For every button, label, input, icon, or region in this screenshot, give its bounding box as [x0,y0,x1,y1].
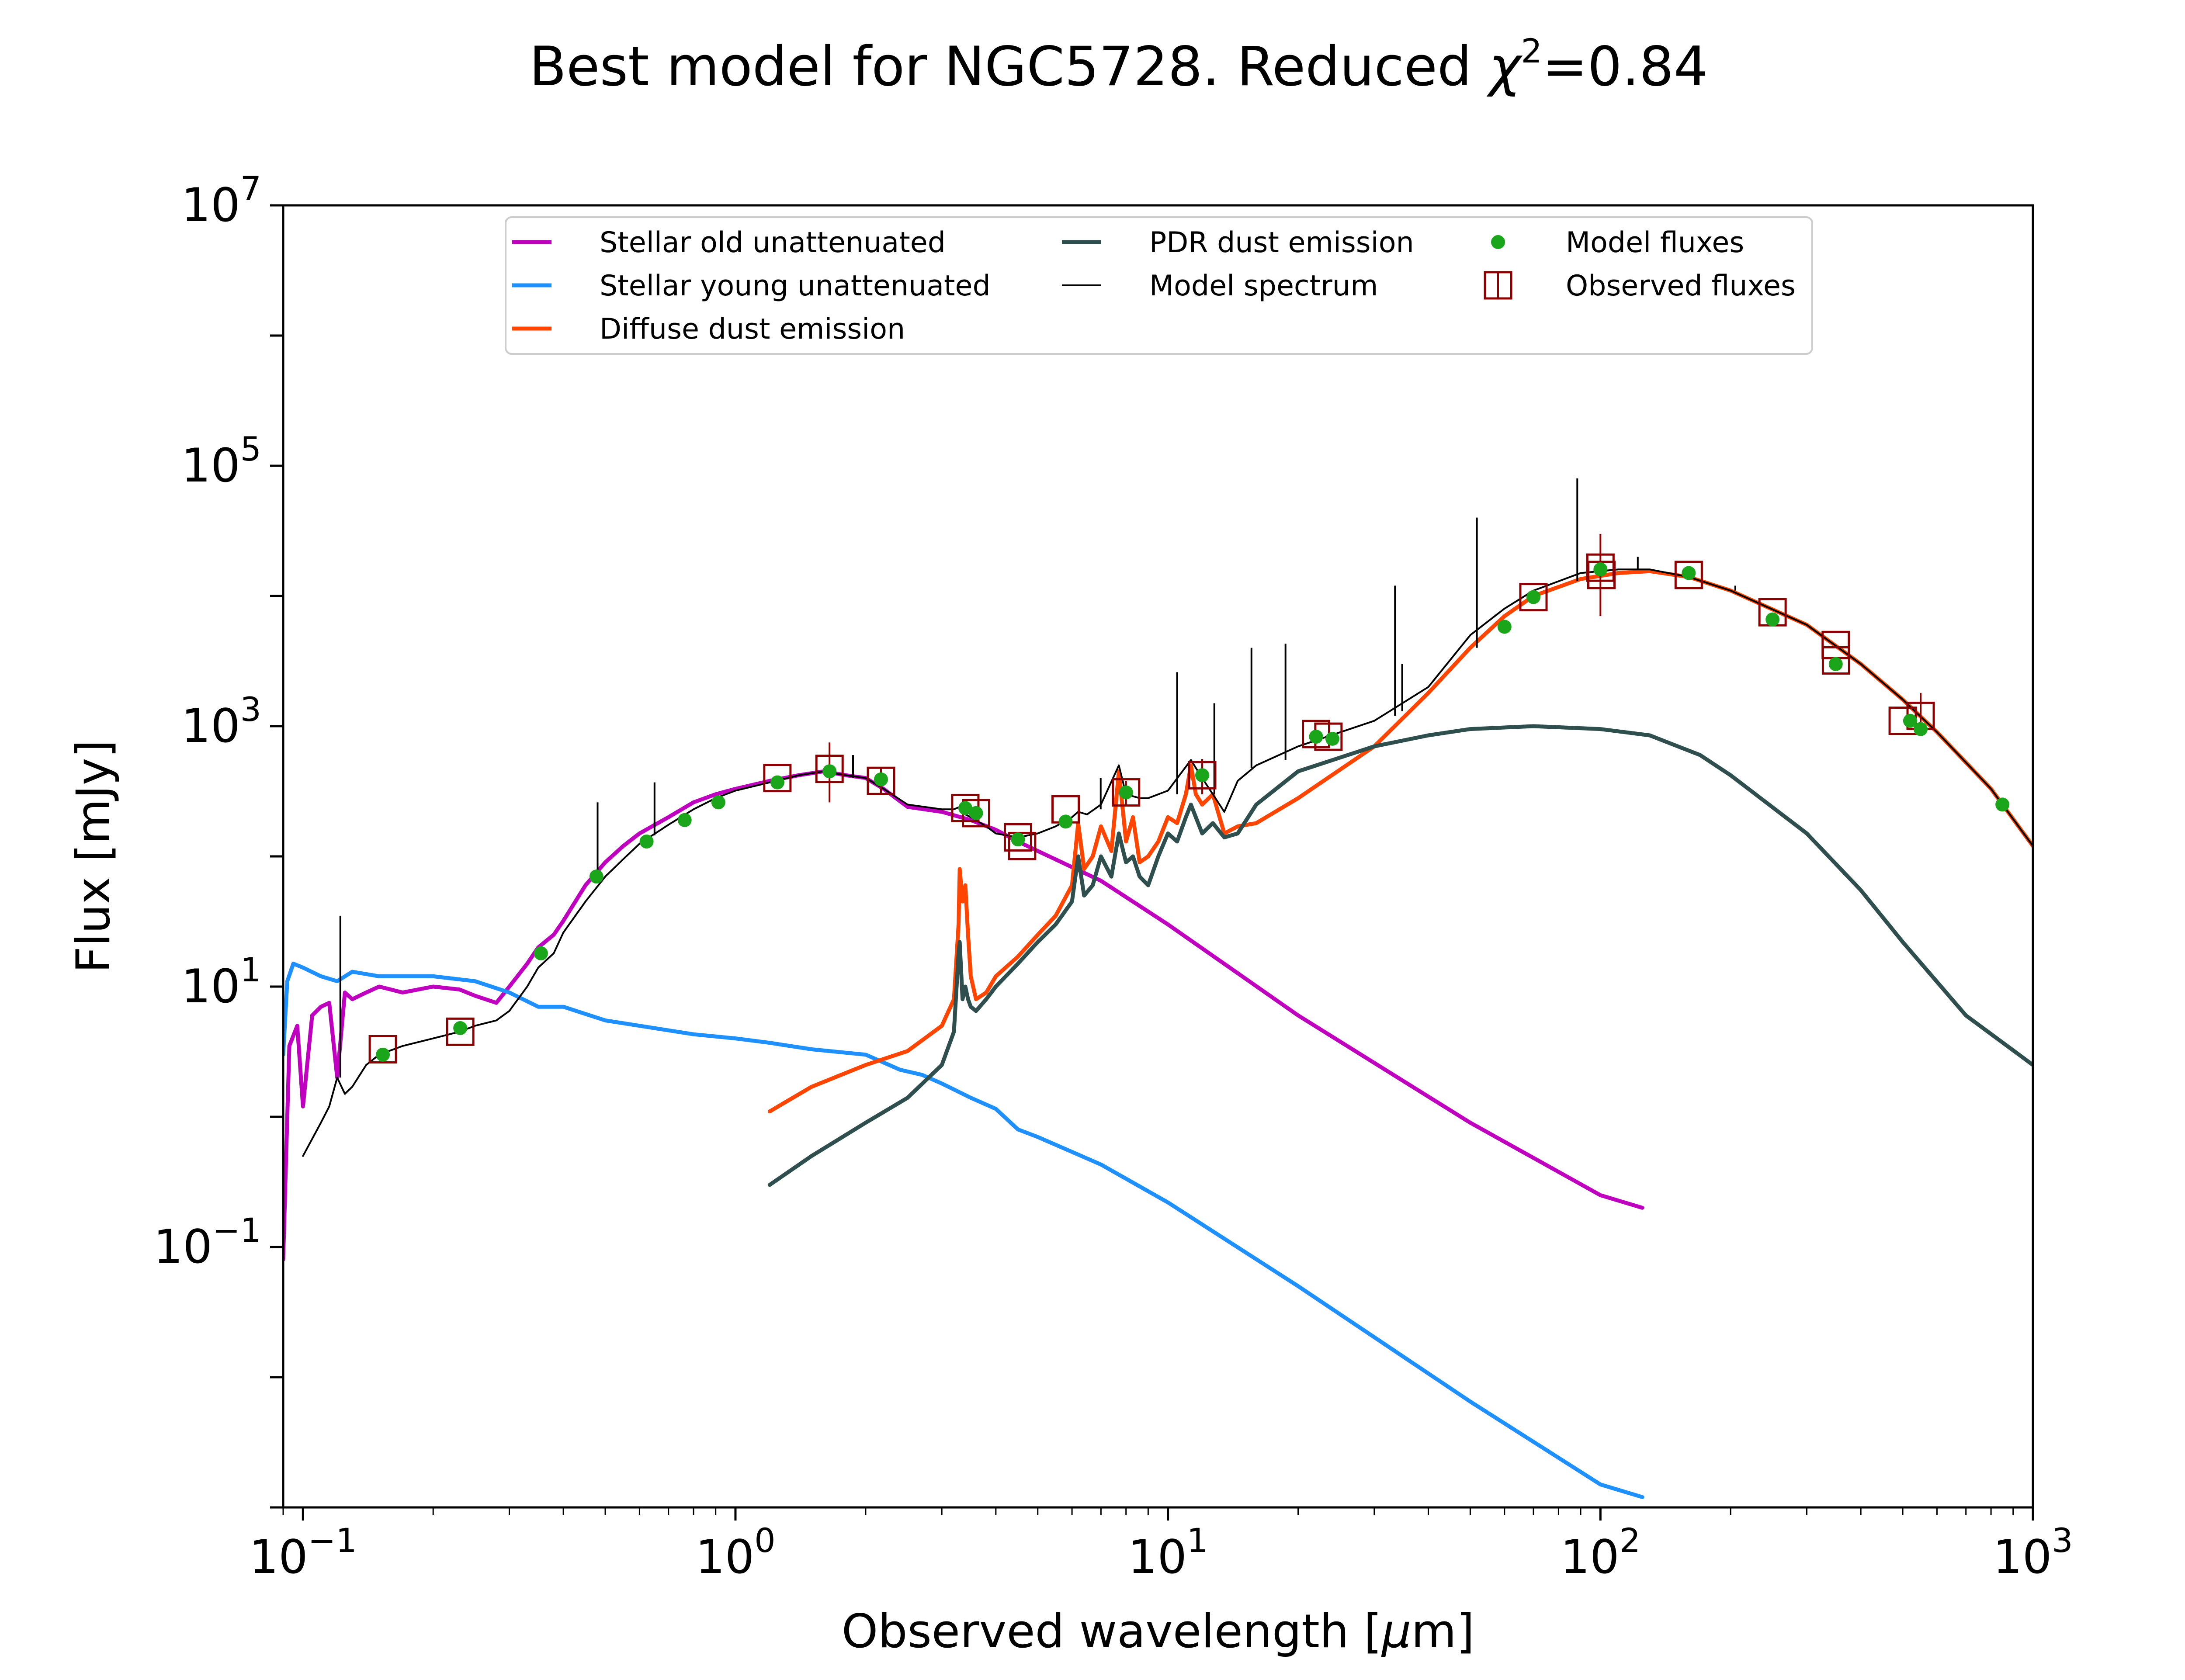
observed-flux-marker [763,764,792,793]
model-flux-point [453,1021,468,1035]
model-flux-point [1903,714,1917,728]
model-flux-point [1765,612,1780,627]
legend-item-observed-fluxes: Observed fluxes [1484,270,1796,302]
y-tick-label: 105 [181,430,261,492]
y-tick-label: 107 [181,169,261,232]
legend: Stellar old unattenuated Stellar young un… [505,216,1813,355]
legend-item-model-spectrum: Model spectrum [1062,270,1378,302]
legend-label: Observed fluxes [1566,270,1796,302]
observed-flux-square [1112,778,1141,807]
y-tick-label: 101 [181,950,261,1013]
model-flux-point [589,869,603,884]
model-flux-point [1828,657,1843,671]
observed-flux-square [1519,583,1548,612]
model-flux-point [1119,785,1133,800]
model-flux-point [1058,814,1073,829]
y-tick-label: 103 [181,690,261,753]
model-flux-point [874,772,888,786]
legend-swatch [1491,235,1505,249]
model-flux-point [1497,620,1512,634]
ticks-layer: 10−1 100 101 102 103 10−1 101 103 105 107 [153,169,2073,1584]
markers-layer [368,533,2010,1063]
model-flux-point [711,795,725,810]
model-flux-point [1195,768,1210,783]
model-flux-point [822,764,837,779]
model-flux-point [534,946,548,960]
legend-item-diffuse-dust-emission: Diffuse dust emission [512,313,905,346]
observed-flux-marker [1003,823,1032,852]
series-line-diffuse-dust-emission [767,569,2033,1114]
observed-flux-square [1587,561,1616,589]
model-flux-point [958,801,972,815]
observed-flux-marker [368,1035,397,1063]
observed-flux-square [1821,646,1850,675]
model-flux-point [1914,722,1928,736]
observed-flux-square [1188,761,1217,790]
legend-item-pdr-dust-emission: PDR dust emission [1062,226,1414,259]
observed-flux-marker [1519,583,1548,612]
legend-item-model-fluxes: Model fluxes [1491,226,1744,259]
series-line-stellar-young-unattenuated [283,962,1644,1499]
x-tick-label: 100 [695,1521,775,1584]
chart-title: Best model for NGC5728. Reduced χ2=0.84 [529,31,1708,98]
legend-label: Stellar young unattenuated [600,270,991,302]
y-tick-label: 10−1 [153,1211,261,1274]
series-line-pdr-dust-emission [767,724,2033,1187]
model-flux-point [1682,566,1696,580]
model-flux-point [1593,562,1608,577]
model-flux-point [1995,797,2010,812]
observed-flux-square [446,1017,475,1046]
observed-flux-marker [1008,831,1037,860]
observed-flux-square [763,764,792,793]
legend-label: PDR dust emission [1149,226,1414,259]
model-flux-point [1309,730,1323,744]
x-tick-label: 101 [1128,1521,1208,1584]
model-flux-point [969,806,983,820]
observed-flux-square [867,766,895,795]
observed-flux-square [1003,823,1032,852]
observed-flux-square [368,1035,397,1063]
model-flux-point [770,775,784,790]
x-tick-label: 103 [1993,1521,2073,1584]
model-flux-point [677,813,692,827]
series-line-model-spectrum [302,568,2033,1157]
model-flux-point [1526,590,1541,604]
series-layer [283,478,2033,1499]
observed-flux-square [1674,561,1703,589]
series-line-stellar-old-unattenuated [283,769,1644,1262]
observed-flux-square [1008,831,1037,860]
y-axis-label: Flux [mJy] [66,740,120,973]
x-tick-label: 10−1 [249,1521,357,1584]
legend-item-stellar-old-unattenuated: Stellar old unattenuated [512,226,946,259]
model-flux-point [1011,832,1025,847]
legend-item-stellar-young-unattenuated: Stellar young unattenuated [512,270,991,302]
model-flux-point [376,1047,390,1062]
x-tick-label: 102 [1561,1521,1640,1584]
legend-label: Model fluxes [1566,226,1744,259]
x-axis-label: Observed wavelength [μm] [842,1604,1474,1658]
observed-flux-marker [1674,561,1703,589]
model-flux-point [1325,731,1339,746]
observed-flux-square [815,755,844,783]
legend-label: Model spectrum [1149,270,1378,302]
model-flux-point [639,835,654,849]
observed-flux-marker [446,1017,475,1046]
legend-box [505,216,1813,355]
observed-flux-marker [1821,646,1850,675]
legend-label: Stellar old unattenuated [600,226,946,259]
legend-label: Diffuse dust emission [600,313,905,346]
observed-flux-marker [1587,561,1616,589]
